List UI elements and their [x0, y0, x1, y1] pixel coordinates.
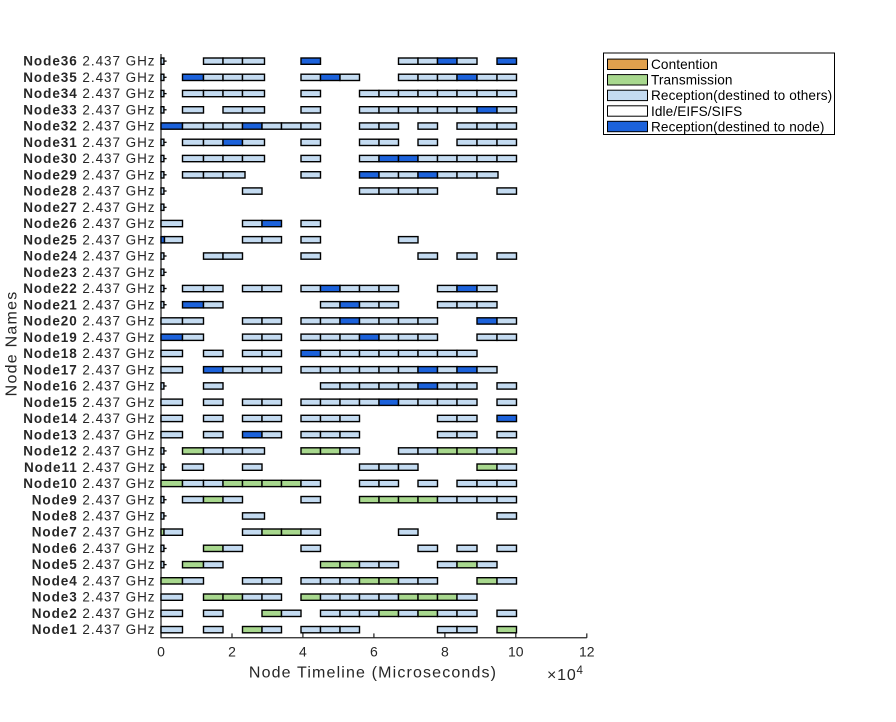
- svg-text:6: 6: [370, 644, 378, 660]
- svg-text:12: 12: [579, 644, 595, 660]
- svg-text:Node24 2.437 GHz: Node24 2.437 GHz: [23, 249, 155, 264]
- svg-text:Node25 2.437 GHz: Node25 2.437 GHz: [23, 232, 155, 247]
- svg-text:Node14 2.437 GHz: Node14 2.437 GHz: [23, 411, 155, 426]
- svg-text:Node15 2.437 GHz: Node15 2.437 GHz: [23, 395, 155, 410]
- svg-text:Node18 2.437 GHz: Node18 2.437 GHz: [23, 346, 155, 361]
- svg-text:Node9 2.437 GHz: Node9 2.437 GHz: [32, 492, 156, 507]
- svg-text:Node27 2.437 GHz: Node27 2.437 GHz: [23, 200, 155, 215]
- svg-text:Node21 2.437 GHz: Node21 2.437 GHz: [23, 297, 155, 312]
- svg-text:Node22 2.437 GHz: Node22 2.437 GHz: [23, 281, 155, 296]
- svg-text:Node Names: Node Names: [4, 290, 21, 396]
- svg-text:Node11 2.437 GHz: Node11 2.437 GHz: [24, 460, 156, 475]
- svg-text:2: 2: [228, 644, 236, 660]
- svg-text:Node36 2.437 GHz: Node36 2.437 GHz: [23, 54, 155, 69]
- svg-text:Node35 2.437 GHz: Node35 2.437 GHz: [23, 70, 155, 85]
- svg-text:Reception(destined to others): Reception(destined to others): [651, 88, 832, 103]
- svg-text:Node3 2.437 GHz: Node3 2.437 GHz: [32, 590, 156, 605]
- svg-text:Node8 2.437 GHz: Node8 2.437 GHz: [32, 509, 156, 524]
- svg-text:Node20 2.437 GHz: Node20 2.437 GHz: [23, 314, 155, 329]
- svg-text:Node1 2.437 GHz: Node1 2.437 GHz: [32, 622, 156, 637]
- svg-text:Node4 2.437 GHz: Node4 2.437 GHz: [32, 574, 156, 589]
- svg-text:Node10 2.437 GHz: Node10 2.437 GHz: [23, 476, 155, 491]
- svg-text:Node32 2.437 GHz: Node32 2.437 GHz: [23, 119, 155, 134]
- svg-text:Node17 2.437 GHz: Node17 2.437 GHz: [23, 362, 155, 377]
- svg-text:4: 4: [299, 644, 307, 660]
- svg-text:Node16 2.437 GHz: Node16 2.437 GHz: [23, 379, 155, 394]
- svg-text:Node31 2.437 GHz: Node31 2.437 GHz: [23, 135, 155, 150]
- svg-text:Node13 2.437 GHz: Node13 2.437 GHz: [23, 427, 155, 442]
- svg-text:Node19 2.437 GHz: Node19 2.437 GHz: [23, 330, 155, 345]
- svg-text:Contention: Contention: [651, 57, 718, 72]
- svg-text:Node7 2.437 GHz: Node7 2.437 GHz: [32, 525, 156, 540]
- svg-text:Node34 2.437 GHz: Node34 2.437 GHz: [23, 86, 155, 101]
- svg-text:Reception(destined to node): Reception(destined to node): [651, 119, 825, 134]
- svg-text:Node29 2.437 GHz: Node29 2.437 GHz: [23, 167, 155, 182]
- svg-text:Node23 2.437 GHz: Node23 2.437 GHz: [23, 265, 155, 280]
- svg-text:0: 0: [157, 644, 165, 660]
- svg-text:Transmission: Transmission: [651, 73, 733, 88]
- svg-text:Node30 2.437 GHz: Node30 2.437 GHz: [23, 151, 155, 166]
- svg-text:Node2 2.437 GHz: Node2 2.437 GHz: [32, 606, 156, 621]
- svg-text:Node6 2.437 GHz: Node6 2.437 GHz: [32, 541, 156, 556]
- svg-text:Node5 2.437 GHz: Node5 2.437 GHz: [32, 557, 156, 572]
- svg-text:Node26 2.437 GHz: Node26 2.437 GHz: [23, 216, 155, 231]
- svg-text:×104: ×104: [547, 665, 584, 684]
- svg-text:Node28 2.437 GHz: Node28 2.437 GHz: [23, 184, 155, 199]
- svg-text:Node12 2.437 GHz: Node12 2.437 GHz: [23, 444, 155, 459]
- svg-text:Node Timeline (Microseconds): Node Timeline (Microseconds): [249, 665, 497, 682]
- svg-text:Idle/EIFS/SIFS: Idle/EIFS/SIFS: [651, 104, 742, 119]
- svg-text:Node33 2.437 GHz: Node33 2.437 GHz: [23, 102, 155, 117]
- svg-text:8: 8: [441, 644, 449, 660]
- svg-text:10: 10: [508, 644, 524, 660]
